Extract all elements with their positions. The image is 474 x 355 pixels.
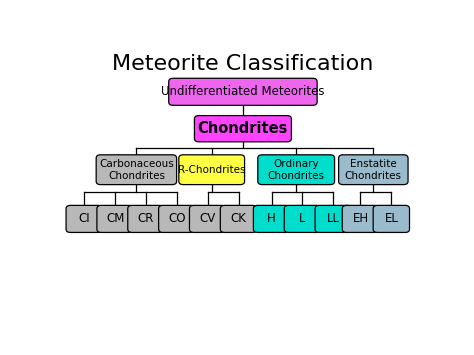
FancyBboxPatch shape (159, 206, 195, 233)
FancyBboxPatch shape (179, 155, 245, 185)
Text: H: H (267, 212, 276, 225)
FancyBboxPatch shape (128, 206, 164, 233)
FancyBboxPatch shape (66, 206, 102, 233)
Text: Carbonaceous
Chondrites: Carbonaceous Chondrites (99, 159, 174, 180)
Text: R-Chondrites: R-Chondrites (178, 165, 246, 175)
Text: LL: LL (327, 212, 340, 225)
FancyBboxPatch shape (220, 206, 257, 233)
Text: EH: EH (352, 212, 369, 225)
FancyBboxPatch shape (342, 206, 379, 233)
FancyBboxPatch shape (194, 116, 292, 142)
Text: EL: EL (384, 212, 398, 225)
Text: CV: CV (200, 212, 216, 225)
Text: Enstatite
Chondrites: Enstatite Chondrites (345, 159, 402, 180)
Text: L: L (299, 212, 306, 225)
FancyBboxPatch shape (190, 206, 226, 233)
FancyBboxPatch shape (373, 206, 410, 233)
Text: CO: CO (168, 212, 185, 225)
FancyBboxPatch shape (315, 206, 352, 233)
Text: CK: CK (230, 212, 246, 225)
Text: Undifferentiated Meteorites: Undifferentiated Meteorites (161, 85, 325, 98)
Text: Ordinary
Chondrites: Ordinary Chondrites (268, 159, 325, 180)
Text: Chondrites: Chondrites (198, 121, 288, 136)
FancyBboxPatch shape (97, 206, 133, 233)
FancyBboxPatch shape (258, 155, 335, 185)
FancyBboxPatch shape (284, 206, 320, 233)
FancyBboxPatch shape (169, 78, 317, 105)
Text: Meteorite Classification: Meteorite Classification (112, 54, 374, 73)
Text: CI: CI (78, 212, 90, 225)
Text: CR: CR (138, 212, 154, 225)
Text: CM: CM (106, 212, 124, 225)
FancyBboxPatch shape (96, 155, 177, 185)
FancyBboxPatch shape (338, 155, 408, 185)
FancyBboxPatch shape (254, 206, 290, 233)
